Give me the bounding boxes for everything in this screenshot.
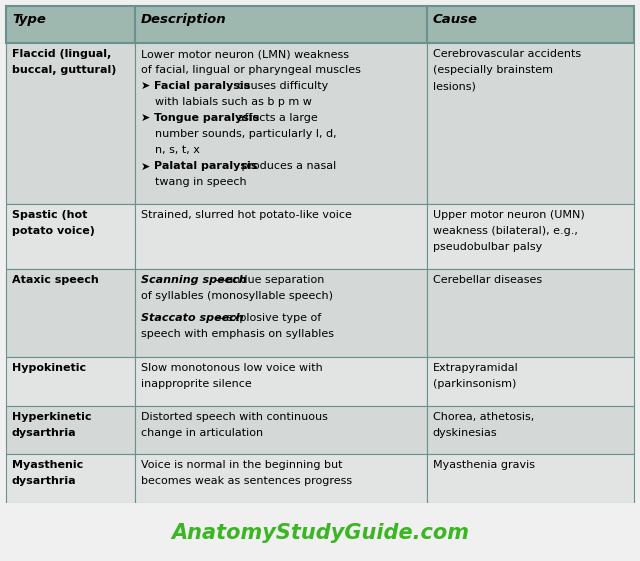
Bar [135,204,427,269]
Text: ➤: ➤ [141,113,157,123]
Text: Voice is normal in the beginning but: Voice is normal in the beginning but [141,461,342,471]
Text: twang in speech: twang in speech [141,177,246,187]
Text: Chorea, athetosis,: Chorea, athetosis, [433,412,534,422]
Text: Scanning speech: Scanning speech [141,275,246,284]
Text: Hyperkinetic: Hyperkinetic [12,412,92,422]
Text: Upper motor neuron (UMN): Upper motor neuron (UMN) [433,210,584,220]
Text: Description: Description [141,13,227,26]
Text: Distorted speech with continuous: Distorted speech with continuous [141,412,328,422]
Bar [6,6,135,43]
Bar [135,269,427,357]
Text: Palatal paralysis: Palatal paralysis [154,162,257,172]
Text: Slow monotonous low voice with: Slow monotonous low voice with [141,363,323,373]
Text: Flaccid (lingual,: Flaccid (lingual, [12,49,111,59]
Text: of syllables (monosyllable speech): of syllables (monosyllable speech) [141,291,333,301]
Bar [427,43,634,204]
Text: dysarthria: dysarthria [12,428,77,438]
Text: weakness (bilateral), e.g.,: weakness (bilateral), e.g., [433,226,578,236]
Text: Lower motor neuron (LMN) weakness: Lower motor neuron (LMN) weakness [141,49,349,59]
Text: Tongue paralysis: Tongue paralysis [154,113,259,123]
Bar [6,43,135,204]
Bar [427,357,634,406]
Text: potato voice): potato voice) [12,226,95,236]
Bar [135,454,427,503]
Bar [6,269,135,357]
Text: (parkinsonism): (parkinsonism) [433,379,516,389]
Text: Strained, slurred hot potato-like voice: Strained, slurred hot potato-like voice [141,210,351,220]
Text: Cause: Cause [433,13,477,26]
Bar [135,6,427,43]
Text: Staccato speech: Staccato speech [141,313,243,323]
Text: Facial paralysis: Facial paralysis [154,81,250,91]
Text: change in articulation: change in articulation [141,428,263,438]
Text: —undue separation: —undue separation [215,275,324,284]
Bar [427,6,634,43]
Text: ➤: ➤ [141,81,157,91]
Text: Spastic (hot: Spastic (hot [12,210,88,220]
Text: number sounds, particularly l, d,: number sounds, particularly l, d, [141,130,337,140]
Bar [135,406,427,454]
Text: Type: Type [12,13,46,26]
Text: Myasthenia gravis: Myasthenia gravis [433,461,535,471]
Bar [6,204,135,269]
Text: lesions): lesions) [433,81,476,91]
Text: affects a large: affects a large [234,113,317,123]
Bar [427,454,634,503]
Bar [6,454,135,503]
Text: dyskinesias: dyskinesias [433,428,497,438]
Bar [6,406,135,454]
Text: ➤: ➤ [141,162,157,172]
Text: Hypokinetic: Hypokinetic [12,363,86,373]
Text: becomes weak as sentences progress: becomes weak as sentences progress [141,476,352,486]
Text: buccal, guttural): buccal, guttural) [12,66,116,75]
Text: —explosive type of: —explosive type of [215,313,321,323]
Text: Extrapyramidal: Extrapyramidal [433,363,518,373]
Text: of facial, lingual or pharyngeal muscles: of facial, lingual or pharyngeal muscles [141,66,360,75]
Text: inapproprite silence: inapproprite silence [141,379,252,389]
Text: causes difficulty: causes difficulty [234,81,328,91]
Text: produces a nasal: produces a nasal [239,162,337,172]
Text: with labials such as b p m w: with labials such as b p m w [141,98,312,107]
Text: (especially brainstem: (especially brainstem [433,66,553,75]
Text: dysarthria: dysarthria [12,476,77,486]
Bar [0,503,640,561]
Text: Cerebellar diseases: Cerebellar diseases [433,275,542,284]
Text: n, s, t, x: n, s, t, x [141,145,200,155]
Text: speech with emphasis on syllables: speech with emphasis on syllables [141,329,333,339]
Bar [6,357,135,406]
Text: Cerebrovascular accidents: Cerebrovascular accidents [433,49,581,59]
Bar [427,269,634,357]
Bar [427,204,634,269]
Text: Myasthenic: Myasthenic [12,461,83,471]
Text: AnatomyStudyGuide.com: AnatomyStudyGuide.com [171,523,469,543]
Bar [427,406,634,454]
Bar [135,357,427,406]
Bar [135,43,427,204]
Text: Ataxic speech: Ataxic speech [12,275,99,284]
Text: pseudobulbar palsy: pseudobulbar palsy [433,242,542,252]
